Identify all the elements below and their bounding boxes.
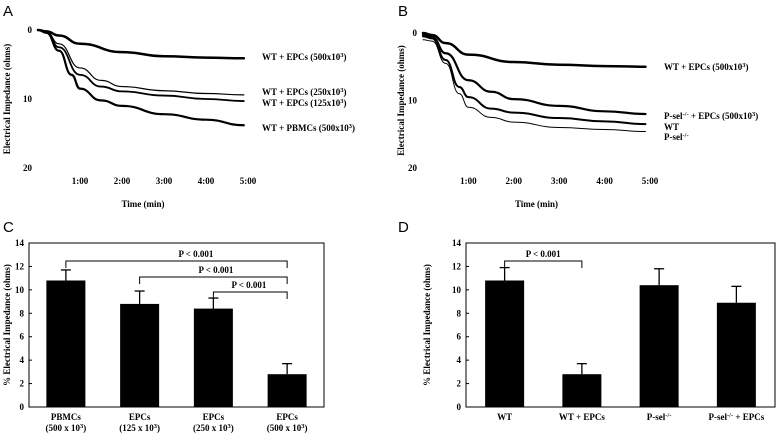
y-tick-label: 6	[457, 332, 462, 342]
y-tick-label: 4	[20, 355, 25, 365]
panel-letter-d: D	[398, 219, 409, 236]
series-label: WT + EPCs (500x103)	[262, 52, 346, 63]
panel-letter-b: B	[398, 3, 408, 20]
panel-letter-a: A	[3, 3, 13, 20]
panel-c: C % Electrical Impedance (ohms) 0 2 4 6 8 10 1…	[2, 219, 325, 434]
y-tick-label: 12	[15, 261, 25, 271]
y-tick-label: 10	[452, 285, 462, 295]
category-label-line2: (500 x 103)	[267, 423, 308, 434]
x-tick-label: 3:00	[551, 176, 568, 186]
y-tick-label: 0	[413, 28, 418, 38]
series-label: WT + EPCs (125x103)	[262, 98, 346, 109]
category-label: PBMCs	[51, 412, 81, 422]
series-line	[421, 31, 647, 68]
category-label: EPCs	[129, 412, 151, 422]
significance-label: P < 0.001	[199, 265, 234, 275]
bar	[639, 285, 679, 407]
series-line	[422, 35, 647, 126]
significance-label: P < 0.001	[179, 249, 214, 259]
y-tick-label: 4	[457, 355, 462, 365]
x-tick-label: 2:00	[506, 176, 523, 186]
y-tick-label: 6	[20, 332, 25, 342]
y-tick-label: 8	[20, 308, 25, 318]
significance-label: P < 0.001	[232, 280, 267, 290]
y-axis-title-d: % Electrical Impedance (ohms)	[422, 264, 432, 386]
x-tick-label: 3:00	[156, 176, 173, 186]
bar	[193, 308, 233, 407]
panel-letter-c: C	[3, 219, 14, 236]
category-label-line2: (250 x 103)	[193, 423, 234, 434]
bar	[716, 302, 756, 407]
bar	[120, 303, 160, 407]
y-tick-label: 14	[452, 238, 462, 248]
significance-bracket	[212, 291, 288, 299]
series-line	[422, 39, 646, 133]
y-tick-label: 10	[408, 96, 418, 106]
x-axis-title-a: Time (min)	[121, 199, 164, 209]
series-label: WT + EPCs (500x103)	[664, 62, 748, 73]
bar	[562, 374, 602, 407]
x-tick-label: 5:00	[240, 176, 257, 186]
y-tick-label: 14	[15, 238, 25, 248]
y-tick-label: 8	[457, 308, 462, 318]
series-line	[36, 28, 245, 127]
y-tick-label: 12	[452, 261, 462, 271]
category-label-line2: (125 x 103)	[119, 423, 160, 434]
panel-a: A 0 10 20 1:00 2:00 3:00 4:00 5:00 WT + EPCs (…	[2, 3, 355, 209]
y-tick-label: 0	[28, 25, 33, 35]
y-tick-label: 2	[457, 379, 462, 389]
x-axis-title-b: Time (min)	[515, 199, 558, 209]
y-tick-label: 0	[457, 402, 462, 412]
x-tick-label: 1:00	[72, 176, 89, 186]
category-label: P-sel-/- + EPCs	[708, 412, 764, 423]
category-label: WT	[497, 412, 512, 422]
bar	[267, 374, 307, 407]
x-tick-label: 4:00	[198, 176, 215, 186]
x-tick-label: 4:00	[596, 176, 613, 186]
y-axis-title-a: Electrical Impedance (ohms)	[2, 44, 12, 154]
category-label: P-sel-/-	[647, 412, 672, 423]
y-tick-label: 20	[23, 163, 33, 173]
y-tick-label: 10	[15, 285, 25, 295]
x-tick-label: 1:00	[460, 176, 477, 186]
category-label: EPCs	[203, 412, 225, 422]
y-tick-label: 20	[408, 163, 418, 173]
series-label: P-sel-/- + EPCs (500x103)	[664, 111, 758, 122]
y-tick-label: 0	[20, 402, 25, 412]
series-line	[421, 33, 647, 116]
significance-bracket	[139, 276, 288, 284]
y-tick-label: 10	[23, 94, 33, 104]
significance-label: P < 0.001	[526, 249, 561, 259]
series-label: WT + EPCs (250x103)	[262, 87, 346, 98]
category-label: EPCs	[276, 412, 298, 422]
category-label-line2: (500 x 103)	[46, 423, 87, 434]
y-axis-title-b: Electrical Impedance (ohms)	[396, 45, 406, 155]
plot-frame	[28, 242, 325, 408]
plot-frame	[465, 242, 776, 408]
category-label: WT + EPCs	[559, 412, 605, 422]
y-axis-title-c: % Electrical Impedance (ohms)	[2, 264, 12, 386]
x-tick-label: 5:00	[642, 176, 659, 186]
panel-b: B 0 10 20 1:00 2:00 3:00 4:00 5:00 WT + EPCs (…	[396, 3, 758, 209]
series-label: P-sel-/-	[664, 132, 689, 143]
significance-bracket	[65, 260, 288, 268]
bar	[46, 280, 86, 407]
series-label: WT	[664, 122, 679, 132]
bar	[485, 280, 525, 407]
panel-d: D % Electrical Impedance (ohms) 0 2 4 6 8 10 1…	[398, 219, 776, 423]
x-tick-label: 2:00	[114, 176, 131, 186]
significance-bracket	[504, 260, 583, 268]
y-tick-label: 2	[20, 379, 25, 389]
series-label: WT + PBMCs (500x103)	[262, 123, 355, 134]
